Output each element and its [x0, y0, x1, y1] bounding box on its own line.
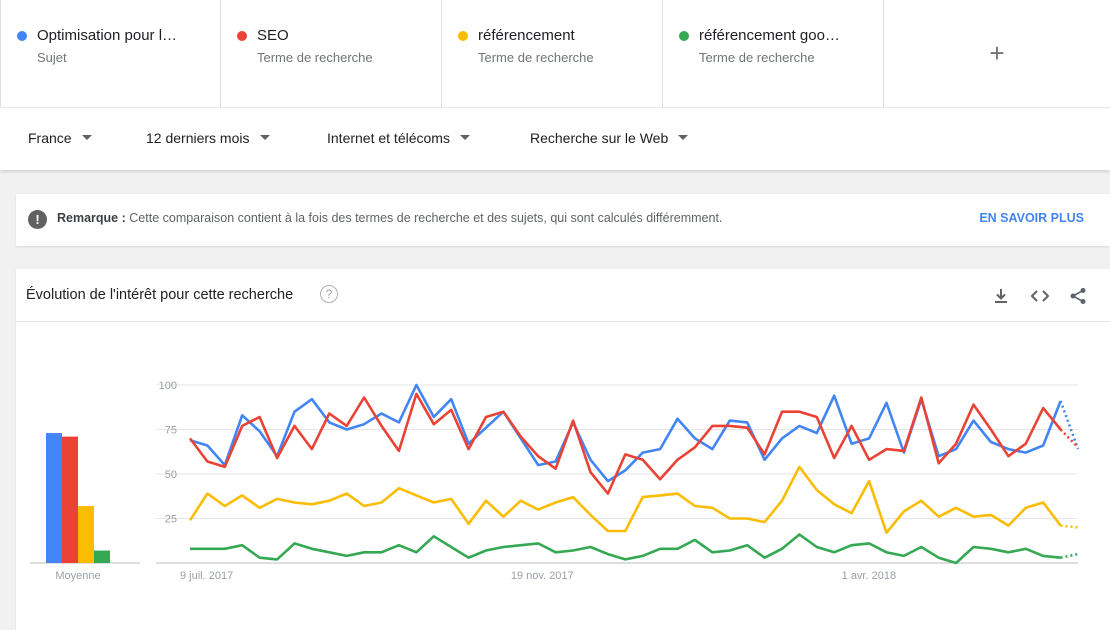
term-card-4[interactable]: référencement goo… Terme de recherche: [663, 0, 884, 107]
caret-down-icon: [678, 134, 689, 140]
series-line: [188, 392, 1062, 495]
learn-more-link[interactable]: EN SAVOIR PLUS: [979, 211, 1084, 225]
caret-down-icon: [259, 134, 270, 140]
term-color-dot: [679, 31, 689, 41]
card-header: Évolution de l'intérêt pour cette recher…: [16, 269, 1110, 322]
x-tick-label: 1 avr. 2018: [842, 570, 896, 582]
interest-chart: 25 50 75 100 9 juil. 2017 19 nov. 2017 1 avr. …: [30, 380, 1080, 582]
average-bar: [62, 436, 78, 563]
y-tick-label: 25: [165, 514, 177, 526]
term-name: référencement goo…: [699, 27, 840, 44]
search-type-label: Recherche sur le Web: [530, 130, 669, 146]
average-bar: [78, 506, 94, 563]
note-body: Cette comparaison contient à la fois des…: [129, 211, 723, 225]
search-type-dropdown[interactable]: Recherche sur le Web: [530, 130, 689, 146]
term-kind: Terme de recherche: [699, 50, 815, 65]
period-label: 12 derniers mois: [146, 130, 250, 146]
help-icon[interactable]: ?: [320, 285, 338, 303]
term-card-2[interactable]: SEO Terme de recherche: [221, 0, 442, 107]
term-selector-bar: Optimisation pour l… Sujet SEO Terme de …: [0, 0, 1110, 107]
term-kind: Terme de recherche: [257, 50, 373, 65]
x-tick-label: 9 juil. 2017: [180, 570, 233, 582]
term-name: Optimisation pour l…: [37, 27, 178, 44]
term-card-1[interactable]: Optimisation pour l… Sujet: [0, 0, 221, 107]
caret-down-icon: [459, 134, 470, 140]
y-tick-label: 50: [165, 469, 177, 481]
filters-bar: France 12 derniers mois Internet et télé…: [0, 107, 1110, 170]
term-color-dot: [458, 31, 468, 41]
series-partial-segment: [1059, 428, 1079, 449]
caret-down-icon: [81, 134, 92, 140]
term-kind: Sujet: [37, 50, 67, 65]
series-line: [190, 533, 1061, 565]
term-color-dot: [237, 31, 247, 41]
category-label: Internet et télécoms: [327, 130, 450, 146]
card-title: Évolution de l'intérêt pour cette recher…: [26, 287, 294, 303]
term-name: référencement: [478, 27, 575, 44]
term-kind: Terme de recherche: [478, 50, 594, 65]
x-tick-label: 19 nov. 2017: [511, 570, 574, 582]
series-partial-segment: [1059, 400, 1080, 450]
category-dropdown[interactable]: Internet et télécoms: [327, 130, 470, 146]
region-label: France: [28, 130, 72, 146]
series-line: [188, 465, 1062, 534]
interest-over-time-card: Évolution de l'intérêt pour cette recher…: [16, 269, 1110, 630]
average-bar: [46, 433, 62, 563]
average-label: Moyenne: [55, 570, 100, 582]
download-icon[interactable]: [991, 286, 1011, 306]
term-name: SEO: [257, 27, 289, 44]
add-term-button[interactable]: +: [989, 38, 1005, 68]
info-icon: !: [28, 210, 47, 229]
embed-icon[interactable]: [1030, 286, 1050, 306]
region-dropdown[interactable]: France: [28, 130, 92, 146]
average-bar: [94, 550, 110, 563]
y-tick-label: 75: [165, 425, 177, 437]
share-icon[interactable]: [1068, 286, 1088, 306]
y-tick-label: 100: [159, 380, 177, 392]
comparison-note: ! Remarque : Cette comparaison contient …: [16, 194, 1110, 246]
note-label: Remarque :: [57, 211, 126, 225]
series-partial-segment: [1060, 524, 1079, 529]
series-partial-segment: [1060, 552, 1079, 559]
period-dropdown[interactable]: 12 derniers mois: [146, 130, 270, 146]
note-text: Remarque : Cette comparaison contient à …: [57, 211, 722, 225]
term-card-3[interactable]: référencement Terme de recherche: [442, 0, 663, 107]
term-color-dot: [17, 31, 27, 41]
